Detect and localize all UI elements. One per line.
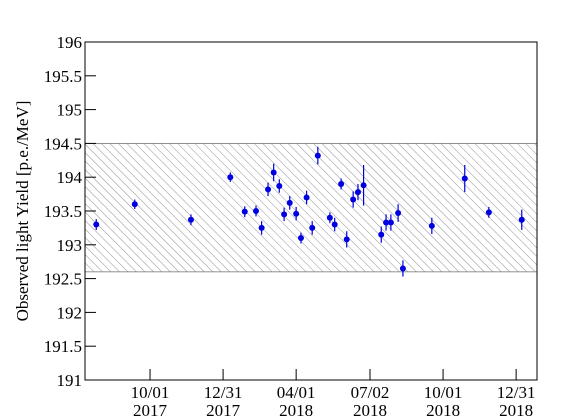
y-tick-label: 194 (57, 168, 83, 187)
data-point (399, 265, 406, 272)
y-tick-label: 195 (57, 101, 83, 120)
y-tick-label: 191.5 (44, 337, 82, 356)
data-point (383, 219, 390, 226)
x-tick-label: 10/01 2018 (424, 383, 463, 420)
data-point (350, 196, 357, 203)
data-point (461, 175, 468, 182)
y-tick-label: 192 (57, 303, 83, 322)
data-point (293, 210, 300, 217)
data-point (297, 235, 304, 242)
y-tick-label: 194.5 (44, 134, 82, 153)
data-point (518, 216, 525, 223)
data-point (227, 174, 234, 181)
y-tick-label: 196 (57, 33, 83, 52)
data-point (326, 214, 333, 221)
data-point (387, 219, 394, 226)
data-point (338, 180, 345, 187)
y-tick-label: 191 (57, 371, 83, 390)
y-tick-label: 193 (57, 236, 83, 255)
data-point (270, 169, 277, 176)
y-axis-title: Observed light Yield [p.e./MeV] (13, 101, 32, 322)
data-point (395, 210, 402, 217)
data-point (93, 221, 100, 228)
data-point (314, 152, 321, 159)
reference-band (84, 142, 538, 273)
y-tick-label: 192.5 (44, 270, 82, 289)
y-tick-label: 193.5 (44, 202, 82, 221)
data-point (281, 211, 288, 218)
data-point (428, 222, 435, 229)
data-point (354, 189, 361, 196)
data-point (265, 186, 272, 193)
x-tick-label: 12/31 2018 (497, 383, 536, 420)
data-point (187, 216, 194, 223)
data-point (286, 199, 293, 206)
data-point (241, 208, 248, 215)
data-point (331, 221, 338, 228)
data-point (131, 201, 138, 208)
data-point (276, 182, 283, 189)
x-tick-label: 04/01 2018 (277, 383, 316, 420)
x-tick-label: 12/31 2017 (204, 383, 243, 420)
data-point (343, 236, 350, 243)
data-point (303, 194, 310, 201)
y-tick-label: 195.5 (44, 67, 82, 86)
data-point (378, 231, 385, 238)
data-point (258, 224, 265, 231)
data-point (485, 209, 492, 216)
data-point (253, 208, 260, 214)
data-point (360, 182, 367, 189)
x-tick-label: 07/02 2018 (351, 383, 390, 420)
data-point (309, 224, 316, 231)
x-tick-label: 10/01 2017 (131, 383, 170, 420)
